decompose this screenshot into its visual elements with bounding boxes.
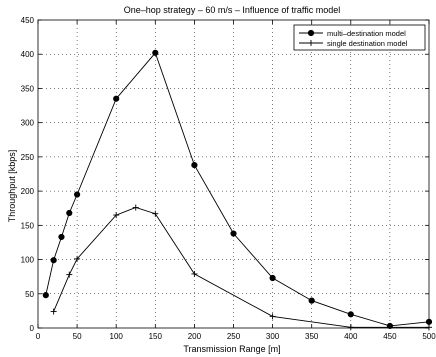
data-point — [347, 311, 354, 318]
y-tick-label: 450 — [21, 16, 35, 25]
axis-ticks: 0 50 100 150 200 250 300 350 400 450 500 0 50 100 150 2… — [21, 16, 436, 341]
series-layer — [42, 49, 433, 331]
x-tick-label: 250 — [227, 332, 241, 341]
data-point — [113, 95, 120, 102]
x-tick-label: 450 — [383, 332, 397, 341]
y-tick-label: 350 — [21, 84, 35, 93]
data-point — [152, 210, 159, 217]
data-point — [113, 212, 120, 219]
data-point — [42, 292, 49, 299]
y-tick-label: 100 — [21, 256, 35, 265]
x-tick-label: 350 — [305, 332, 319, 341]
x-tick-label: 400 — [344, 332, 358, 341]
data-point — [74, 191, 81, 198]
data-point — [230, 230, 237, 237]
y-tick-label: 0 — [30, 324, 35, 333]
data-point — [269, 274, 276, 282]
x-tick-label: 300 — [266, 332, 280, 341]
data-point — [308, 297, 315, 304]
data-point — [191, 162, 198, 169]
y-tick-label: 50 — [25, 290, 34, 299]
series-line-1 — [45, 52, 430, 327]
x-tick-label: 100 — [110, 332, 124, 341]
data-point — [66, 271, 73, 278]
x-axis-label: Transmission Range [m] — [183, 344, 280, 354]
legend-label: single destination model — [327, 39, 408, 48]
x-tick-label: 50 — [73, 332, 82, 341]
legend-box — [293, 24, 426, 51]
y-tick-label: 300 — [21, 119, 35, 128]
series-1 — [42, 49, 433, 330]
legend-marker — [307, 29, 315, 37]
x-tick-label: 150 — [149, 332, 163, 341]
y-tick-label: 150 — [21, 221, 35, 230]
x-tick-label: 200 — [188, 332, 202, 341]
legend-marker — [308, 40, 314, 46]
x-tick-label: 500 — [422, 332, 436, 341]
data-point — [50, 257, 57, 264]
y-axis-label: Throughput [kbps] — [7, 150, 17, 223]
legend-label: multi–destination model — [327, 29, 406, 38]
x-tick-label: 0 — [36, 332, 41, 341]
data-point — [66, 209, 73, 217]
y-tick-label: 200 — [21, 187, 35, 196]
y-tick-label: 400 — [21, 50, 35, 59]
chart-title: One–hop strategy – 60 m/s – Influence of… — [124, 5, 340, 15]
data-point — [269, 313, 276, 320]
data-point — [50, 308, 57, 315]
data-point — [132, 204, 139, 211]
data-point — [58, 233, 65, 241]
data-point — [74, 255, 81, 262]
data-point — [152, 49, 159, 56]
data-point — [191, 270, 198, 277]
y-tick-label: 250 — [21, 153, 35, 162]
series-line-2 — [53, 207, 429, 328]
